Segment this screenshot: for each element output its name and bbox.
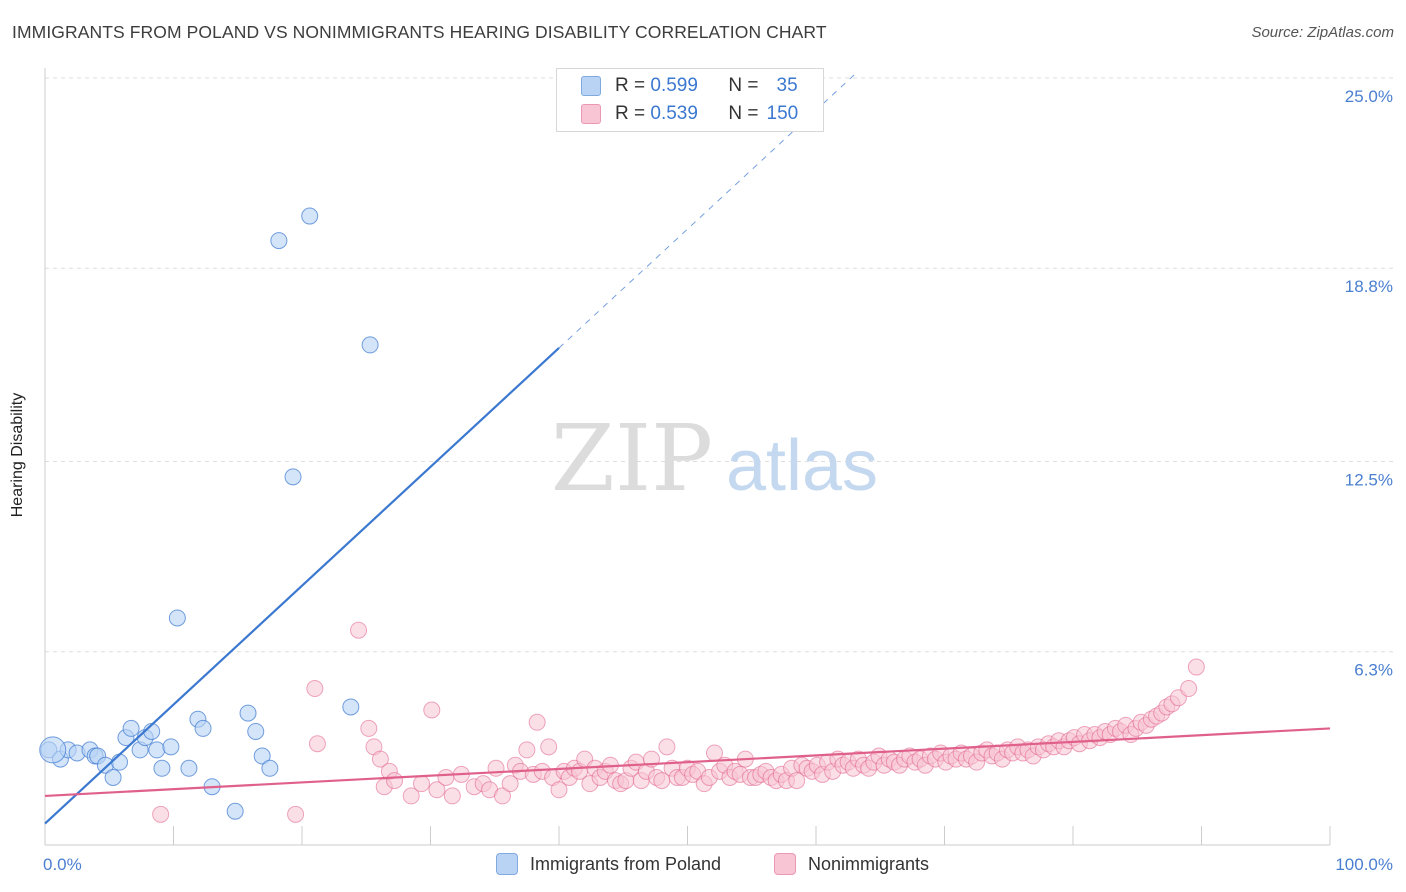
x-tick-label: 100.0% xyxy=(1335,855,1393,874)
watermark-zip: ZIP xyxy=(551,405,713,512)
nonimmigrant-point xyxy=(501,775,519,793)
legend-r-value: 0.539 xyxy=(650,103,698,124)
nonimmigrant-point xyxy=(423,701,441,719)
nonimmigrant-point xyxy=(528,713,546,731)
immigrant-point xyxy=(361,336,379,354)
correlation-legend: R = 0.599 N = 35 R = 0.539 N = 150 xyxy=(556,68,824,132)
immigrant-point xyxy=(284,468,302,486)
immigrant-point xyxy=(122,719,140,737)
watermark-atlas: atlas xyxy=(726,426,878,506)
legend-swatch-blue xyxy=(581,76,601,96)
legend-n-label: N = xyxy=(728,75,759,96)
immigrant-point xyxy=(153,759,171,777)
nonimmigrant-point xyxy=(360,719,378,737)
nonimmigrant-point xyxy=(788,772,806,790)
nonimmigrant-point xyxy=(518,741,536,759)
nonimmigrant-point xyxy=(550,781,568,799)
nonimmigrant-point xyxy=(540,738,558,756)
x-tick-label: 0.0% xyxy=(43,855,82,874)
nonimmigrant-trend-line xyxy=(44,727,1331,798)
immigrant-point xyxy=(180,759,198,777)
legend-r-label: R = xyxy=(615,75,646,96)
bottom-legend-label: Immigrants from Poland xyxy=(530,853,722,874)
nonimmigrant-point xyxy=(437,769,455,787)
legend-swatch-pink xyxy=(581,104,601,124)
data-points xyxy=(39,207,1205,823)
legend-n-label: N = xyxy=(728,103,759,124)
nonimmigrant-point xyxy=(1180,680,1198,698)
y-tick-label: 6.3% xyxy=(1354,661,1393,680)
immigrant-point xyxy=(342,698,360,716)
y-tick-label: 12.5% xyxy=(1345,471,1393,490)
axes xyxy=(44,68,1331,846)
nonimmigrant-point xyxy=(152,805,170,823)
immigrant-point xyxy=(253,747,271,765)
immigrant-point xyxy=(247,722,265,740)
legend-n-value: 150 xyxy=(766,103,799,124)
source-label: Source: ZipAtlas.com xyxy=(1251,24,1394,41)
immigrant-point xyxy=(226,802,244,820)
nonimmigrant-point xyxy=(371,750,389,768)
y-tick-label: 18.8% xyxy=(1345,277,1393,296)
nonimmigrant-point xyxy=(350,621,368,639)
nonimmigrant-point xyxy=(386,772,404,790)
immigrant-point xyxy=(39,736,67,764)
legend-n-value: 35 xyxy=(776,75,798,96)
y-tick-label: 25.0% xyxy=(1345,87,1393,106)
immigrant-point xyxy=(111,753,129,771)
bottom-legend-immigrants: Immigrants from Poland xyxy=(496,852,721,876)
tick-labels: 6.3% 12.5% 18.8% 25.0% 0.0% 100.0% xyxy=(43,87,1393,874)
nonimmigrant-point xyxy=(413,775,431,793)
nonimmigrant-point xyxy=(306,680,324,698)
gridlines xyxy=(45,77,1395,653)
trend-lines xyxy=(44,74,1331,825)
nonimmigrant-point xyxy=(443,787,461,805)
nonimmigrant-point xyxy=(487,759,505,777)
immigrant-point xyxy=(301,207,319,225)
immigrant-point xyxy=(270,232,288,250)
immigrant-point xyxy=(168,609,186,627)
bottom-legend-swatch-blue xyxy=(496,853,518,875)
legend-row-immigrants: R = 0.599 N = 35 xyxy=(581,74,798,98)
bottom-legend-nonimmigrants: Nonimmigrants xyxy=(774,852,929,876)
nonimmigrant-point xyxy=(658,738,676,756)
immigrant-point xyxy=(194,719,212,737)
immigrant-point xyxy=(261,759,279,777)
immigrant-trend-line xyxy=(44,347,560,825)
chart-title: IMMIGRANTS FROM POLAND VS NONIMMIGRANTS … xyxy=(12,22,827,42)
nonimmigrant-point xyxy=(1187,658,1205,676)
legend-r-value: 0.599 xyxy=(650,75,698,96)
immigrant-point xyxy=(239,704,257,722)
nonimmigrant-point xyxy=(428,781,446,799)
immigrant-point xyxy=(162,738,180,756)
nonimmigrant-point xyxy=(402,787,420,805)
bottom-legend-label: Nonimmigrants xyxy=(808,853,930,874)
legend-row-nonimmigrants: R = 0.539 N = 150 xyxy=(581,102,798,126)
nonimmigrant-point xyxy=(308,735,326,753)
nonimmigrant-point xyxy=(493,787,511,805)
immigrant-point xyxy=(104,769,122,787)
bottom-legend-swatch-pink xyxy=(774,853,796,875)
legend-r-label: R = xyxy=(615,103,646,124)
watermark: ZIP atlas xyxy=(551,405,878,512)
immigrant-point xyxy=(148,741,166,759)
nonimmigrant-point xyxy=(287,805,305,823)
